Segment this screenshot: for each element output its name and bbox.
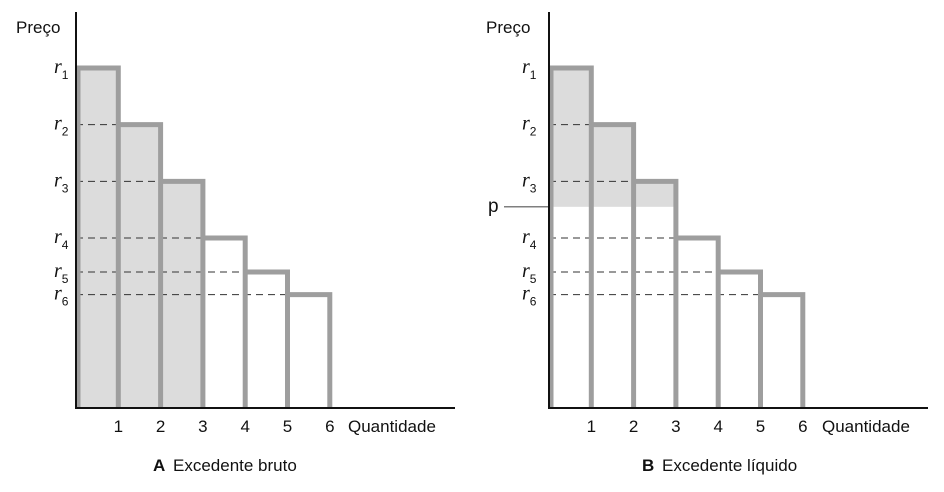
surplus-shade — [118, 124, 161, 409]
x-axis-label: Quantidade — [348, 417, 436, 436]
surplus-shade — [76, 68, 119, 408]
x-axis-label: Quantidade — [822, 417, 910, 436]
reservation-price-subscript: 4 — [62, 238, 69, 252]
x-tick-label: 4 — [240, 417, 249, 436]
x-tick-label: 3 — [671, 417, 680, 436]
step-bar-4 — [202, 235, 248, 408]
x-tick-label: 1 — [587, 417, 596, 436]
surplus-shade — [633, 181, 676, 207]
reservation-price-label: r6 — [522, 283, 537, 309]
step-bar-6 — [287, 292, 333, 408]
reservation-price-label: r4 — [54, 226, 69, 252]
step-bar-6 — [760, 292, 806, 408]
x-tick-label: 1 — [114, 417, 123, 436]
step-bar-3 — [633, 178, 679, 408]
caption-text: Excedente líquido — [662, 456, 797, 475]
x-tick-label: 6 — [325, 417, 334, 436]
reservation-price-subscript: 2 — [62, 125, 69, 139]
x-tick-label: 2 — [156, 417, 165, 436]
step-bar-1 — [76, 65, 121, 408]
x-tick-label: 4 — [713, 417, 722, 436]
surplus-shade — [591, 124, 634, 207]
step-bar-2 — [118, 122, 164, 408]
x-tick-label: 5 — [756, 417, 765, 436]
step-bar-5 — [718, 269, 763, 408]
step-bar-4 — [675, 235, 721, 408]
caption-text: Excedente bruto — [173, 456, 297, 475]
reservation-price-subscript: 6 — [530, 295, 537, 309]
reservation-price-label: r2 — [522, 113, 537, 139]
y-axis-label: Preço — [16, 18, 60, 37]
price-label: p — [488, 196, 499, 217]
reservation-price-subscript: 1 — [62, 68, 69, 82]
step-bar-5 — [245, 269, 290, 408]
reservation-price-subscript: 3 — [530, 181, 537, 195]
reservation-price-subscript: 5 — [62, 272, 69, 286]
reservation-price-subscript: 4 — [530, 238, 537, 252]
reservation-price-subscript: 6 — [62, 295, 69, 309]
reservation-price-label: r1 — [54, 56, 69, 82]
x-tick-label: 5 — [283, 417, 292, 436]
step-bar-3 — [160, 178, 206, 408]
surplus-shade — [549, 68, 592, 207]
x-tick-label: 2 — [629, 417, 638, 436]
reservation-price-label: r6 — [54, 283, 69, 309]
reservation-price-label: r3 — [54, 169, 69, 195]
y-axis-label: Preço — [486, 18, 530, 37]
x-tick-label: 3 — [198, 417, 207, 436]
reservation-price-label: r4 — [522, 226, 537, 252]
reservation-price-subscript: 5 — [530, 272, 537, 286]
x-tick-label: 6 — [798, 417, 807, 436]
reservation-price-subscript: 3 — [62, 181, 69, 195]
step-bar-2 — [591, 122, 637, 408]
reservation-price-subscript: 2 — [530, 125, 537, 139]
reservation-price-label: r3 — [522, 169, 537, 195]
step-bar-1 — [549, 65, 594, 408]
caption-letter: B — [642, 456, 654, 475]
caption-letter: A — [153, 456, 165, 475]
surplus-shade — [160, 181, 203, 408]
reservation-price-label: r2 — [54, 113, 69, 139]
reservation-price-subscript: 1 — [530, 68, 537, 82]
reservation-price-label: r1 — [522, 56, 537, 82]
